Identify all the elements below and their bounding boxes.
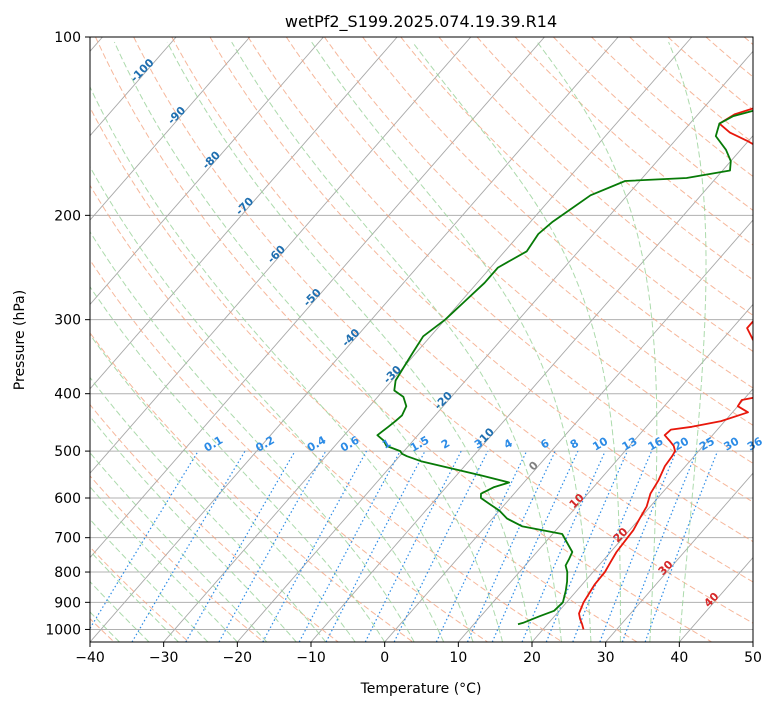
x-tick-label: 40 <box>670 650 688 666</box>
x-tick-label: 50 <box>744 650 762 666</box>
y-axis-ticks: 100 200 300 400 500 600 700 800 900 1000 <box>45 30 90 638</box>
mixing-ratio-lines <box>90 450 719 642</box>
dry-adiabat-lines <box>90 37 753 642</box>
y-tick-label: 200 <box>54 208 81 224</box>
mixing-ratio-line <box>521 450 606 642</box>
y-axis-label: Pressure (hPa) <box>12 290 28 390</box>
mixing-ratio-line <box>545 450 628 642</box>
moist-adiabat-line <box>231 41 562 642</box>
dry-adiabat-line <box>438 37 753 316</box>
mixing-ratio-line <box>298 450 401 642</box>
dry-adiabat-line <box>90 475 264 642</box>
plot-area <box>90 37 753 642</box>
mixing-ratio-line <box>491 450 579 642</box>
isotherm-line <box>90 37 545 559</box>
dry-adiabat-line <box>629 37 753 144</box>
x-axis-label: Temperature (°C) <box>360 681 482 697</box>
plot-frame <box>89 36 754 643</box>
temperature-profile-line <box>578 107 753 630</box>
x-tick-label: −30 <box>149 650 179 666</box>
x-tick-label: 20 <box>523 650 541 666</box>
y-tick-label: 800 <box>54 565 81 581</box>
x-tick-label: −10 <box>296 650 326 666</box>
y-tick-label: 500 <box>54 444 81 460</box>
moist-adiabat-line <box>311 41 592 642</box>
y-tick-label: 300 <box>54 313 81 329</box>
mixing-ratio-line <box>572 450 653 642</box>
dry-adiabat-line <box>514 37 753 246</box>
moist-adiabat-line <box>113 41 503 642</box>
isotherm-line <box>531 388 753 642</box>
x-tick-label: −20 <box>223 650 253 666</box>
moist-adiabat-line <box>90 550 179 642</box>
dry-adiabat-line <box>171 37 753 583</box>
dry-adiabat-line <box>95 37 712 642</box>
y-tick-label: 900 <box>54 595 81 611</box>
dry-adiabat-line <box>285 37 753 464</box>
x-tick-label: 30 <box>597 650 615 666</box>
dry-adiabat-line <box>90 259 488 642</box>
dry-adiabat-line <box>247 37 753 503</box>
isotherm-line <box>163 37 693 642</box>
y-tick-label: 700 <box>54 531 81 547</box>
chart-title: wetPf2_S199.2025.074.19.39.R14 <box>285 12 557 32</box>
dry-adiabat-line <box>209 37 753 543</box>
isotherm-line <box>90 37 251 221</box>
moist-adiabat-line <box>90 518 209 642</box>
moist-adiabat-line <box>90 376 327 642</box>
dry-adiabat-line <box>400 37 753 353</box>
moist-adiabat-line <box>90 165 445 642</box>
dewpoint-profile-line <box>376 109 753 626</box>
mixing-ratio-line <box>644 450 719 642</box>
moist-adiabat-line <box>412 41 621 642</box>
mixing-ratio-line <box>621 450 698 642</box>
dry-adiabat-line <box>90 184 563 642</box>
moist-adiabat-line <box>90 85 474 642</box>
isotherm-line <box>605 472 753 642</box>
x-tick-label: 0 <box>380 650 389 666</box>
x-axis-ticks: −40 −30 −20 −10 0 10 20 30 40 50 <box>75 642 762 666</box>
mixing-ratio-line <box>90 450 199 630</box>
moist-adiabat-line <box>166 41 533 642</box>
mixing-ratio-line <box>262 450 368 642</box>
moist-adiabat-line <box>668 41 707 642</box>
y-tick-label: 1000 <box>45 622 81 638</box>
y-tick-label: 100 <box>54 30 81 46</box>
dry-adiabat-line <box>362 37 753 389</box>
isotherm-line <box>90 37 619 642</box>
moist-adiabat-line <box>90 285 386 642</box>
moist-adiabat-line <box>90 230 415 642</box>
x-tick-label: −40 <box>75 650 105 666</box>
mixing-ratio-line <box>364 450 462 642</box>
mixing-ratio-line <box>218 450 327 642</box>
moist-adiabat-line <box>536 41 658 642</box>
dry-adiabat-line <box>90 106 638 642</box>
y-tick-label: 400 <box>54 387 81 403</box>
profile-series <box>376 107 753 630</box>
moist-adiabat-line <box>90 415 297 642</box>
isotherm-line <box>384 219 753 642</box>
mixing-ratio-line <box>393 450 489 642</box>
isotherm-line <box>90 37 398 390</box>
dry-adiabat-line <box>323 37 753 426</box>
dry-adiabat-line <box>553 37 753 212</box>
isotherm-line <box>236 50 753 642</box>
moist-adiabat-line <box>90 486 238 642</box>
x-tick-label: 10 <box>449 650 467 666</box>
moist-adiabat-line <box>90 452 268 642</box>
isotherm-line <box>90 37 324 306</box>
dry-adiabat-line <box>133 37 753 624</box>
mixing-ratio-line <box>599 450 677 642</box>
y-tick-label: 600 <box>54 491 81 507</box>
